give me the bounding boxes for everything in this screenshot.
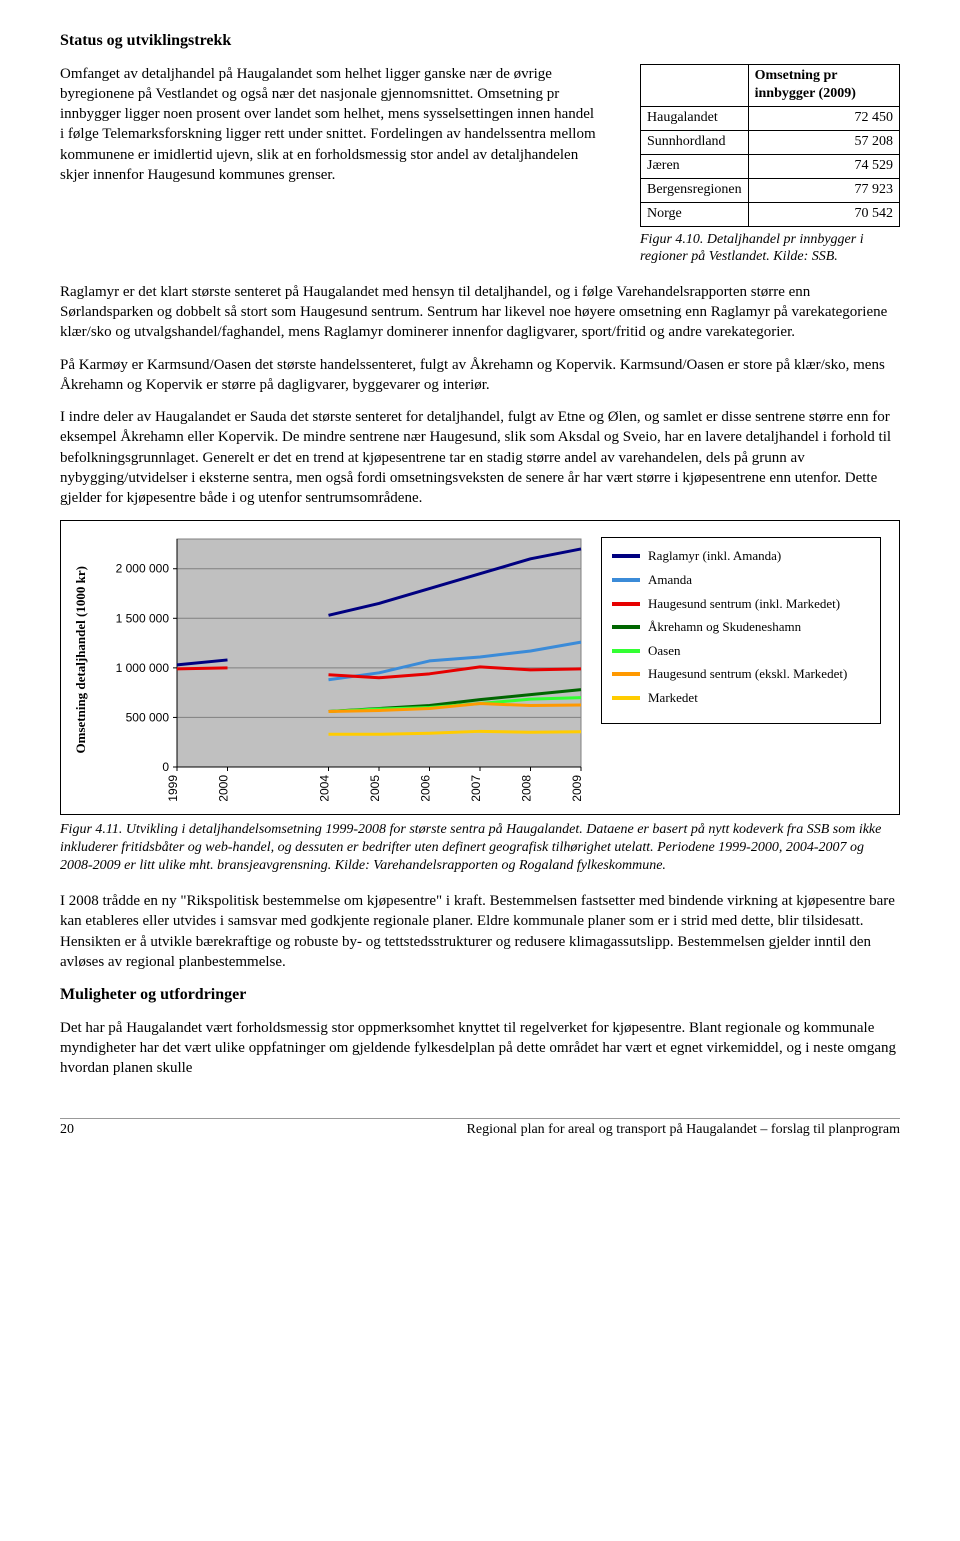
- table-cell-region: Haugalandet: [641, 107, 749, 131]
- chart-container: 0 500 000 1 000 000 1 500 000 2 000 000 1999 2…: [89, 521, 589, 813]
- legend-label: Haugesund sentrum (inkl. Markedet): [648, 596, 840, 612]
- table-header-blank: [641, 64, 749, 107]
- legend-item: Markedet: [612, 690, 870, 706]
- legend-swatch: [612, 696, 640, 700]
- paragraph-5: I 2008 trådde en ny "Rikspolitisk bestem…: [60, 891, 900, 972]
- paragraph-2: Raglamyr er det klart største senteret p…: [60, 282, 900, 343]
- legend-swatch: [612, 602, 640, 606]
- legend-label: Åkrehamn og Skudeneshamn: [648, 619, 801, 635]
- svg-text:2 000 000: 2 000 000: [116, 562, 170, 576]
- svg-text:2008: 2008: [520, 775, 534, 801]
- table-row: Sunnhordland57 208: [641, 131, 900, 155]
- footer-text: Regional plan for areal og transport på …: [467, 1121, 900, 1140]
- svg-text:1 500 000: 1 500 000: [116, 612, 170, 626]
- table-cell-region: Sunnhordland: [641, 131, 749, 155]
- chart-block: Omsetning detaljhandel (1000 kr) 0 500 00…: [60, 520, 900, 814]
- legend-swatch: [612, 578, 640, 582]
- top-left-column: Omfanget av detaljhandel på Haugalandet …: [60, 64, 600, 198]
- svg-text:500 000: 500 000: [126, 711, 170, 725]
- legend-label: Haugesund sentrum (ekskl. Markedet): [648, 666, 847, 682]
- table-cell-region: Norge: [641, 202, 749, 226]
- svg-text:2006: 2006: [419, 775, 433, 801]
- table-header-omsetning: Omsetning pr innbygger (2009): [748, 64, 899, 107]
- table-row: Haugalandet72 450: [641, 107, 900, 131]
- page-number: 20: [60, 1121, 74, 1140]
- svg-text:1999: 1999: [166, 775, 180, 801]
- omsetning-table: Omsetning pr innbygger (2009) Haugalande…: [640, 64, 900, 227]
- chart-ylabel-text: Omsetning detaljhandel (1000 kr): [72, 560, 90, 760]
- figure-caption: Figur 4.11. Utvikling i detaljhandelsoms…: [60, 821, 900, 876]
- legend-item: Haugesund sentrum (ekskl. Markedet): [612, 666, 870, 682]
- page-footer: 20 Regional plan for areal og transport …: [60, 1118, 900, 1140]
- paragraph-6: Det har på Haugalandet vært forholdsmess…: [60, 1018, 900, 1079]
- legend-item: Åkrehamn og Skudeneshamn: [612, 619, 870, 635]
- table-row: Bergensregionen77 923: [641, 179, 900, 203]
- svg-text:2004: 2004: [318, 775, 332, 801]
- svg-text:2000: 2000: [217, 775, 231, 801]
- paragraph-4: I indre deler av Haugalandet er Sauda de…: [60, 407, 900, 508]
- legend-item: Amanda: [612, 572, 870, 588]
- chart-legend: Raglamyr (inkl. Amanda) Amanda Haugesund s…: [601, 537, 881, 724]
- legend-item: Haugesund sentrum (inkl. Markedet): [612, 596, 870, 612]
- top-section: Omfanget av detaljhandel på Haugalandet …: [60, 64, 900, 266]
- line-chart: 0 500 000 1 000 000 1 500 000 2 000 000 1999 2…: [99, 531, 589, 801]
- svg-text:0: 0: [162, 760, 169, 774]
- paragraph-3: På Karmøy er Karmsund/Oasen det største …: [60, 355, 900, 396]
- table-cell-region: Jæren: [641, 155, 749, 179]
- table-cell-value: 70 542: [748, 202, 899, 226]
- chart-y-axis-label: Omsetning detaljhandel (1000 kr): [61, 521, 89, 801]
- legend-swatch: [612, 625, 640, 629]
- table-cell-value: 72 450: [748, 107, 899, 131]
- legend-label: Raglamyr (inkl. Amanda): [648, 548, 781, 564]
- legend-swatch: [612, 554, 640, 558]
- paragraph-1: Omfanget av detaljhandel på Haugalandet …: [60, 64, 600, 186]
- heading-status: Status og utviklingstrekk: [60, 30, 900, 52]
- table-cell-value: 57 208: [748, 131, 899, 155]
- svg-text:2009: 2009: [570, 775, 584, 801]
- table-row: Norge70 542: [641, 202, 900, 226]
- heading-muligheter: Muligheter og utfordringer: [60, 984, 900, 1006]
- table-cell-value: 77 923: [748, 179, 899, 203]
- legend-label: Markedet: [648, 690, 698, 706]
- table-cell-region: Bergensregionen: [641, 179, 749, 203]
- legend-label: Amanda: [648, 572, 692, 588]
- legend-item: Oasen: [612, 643, 870, 659]
- svg-text:1 000 000: 1 000 000: [116, 661, 170, 675]
- legend-swatch: [612, 672, 640, 676]
- svg-text:2007: 2007: [469, 775, 483, 801]
- table-cell-value: 74 529: [748, 155, 899, 179]
- top-right-column: Omsetning pr innbygger (2009) Haugalande…: [640, 64, 900, 266]
- legend-label: Oasen: [648, 643, 681, 659]
- legend-swatch: [612, 649, 640, 653]
- table-caption: Figur 4.10. Detaljhandel pr innbygger i …: [640, 231, 900, 266]
- svg-text:2005: 2005: [368, 775, 382, 801]
- legend-item: Raglamyr (inkl. Amanda): [612, 548, 870, 564]
- table-row: Jæren74 529: [641, 155, 900, 179]
